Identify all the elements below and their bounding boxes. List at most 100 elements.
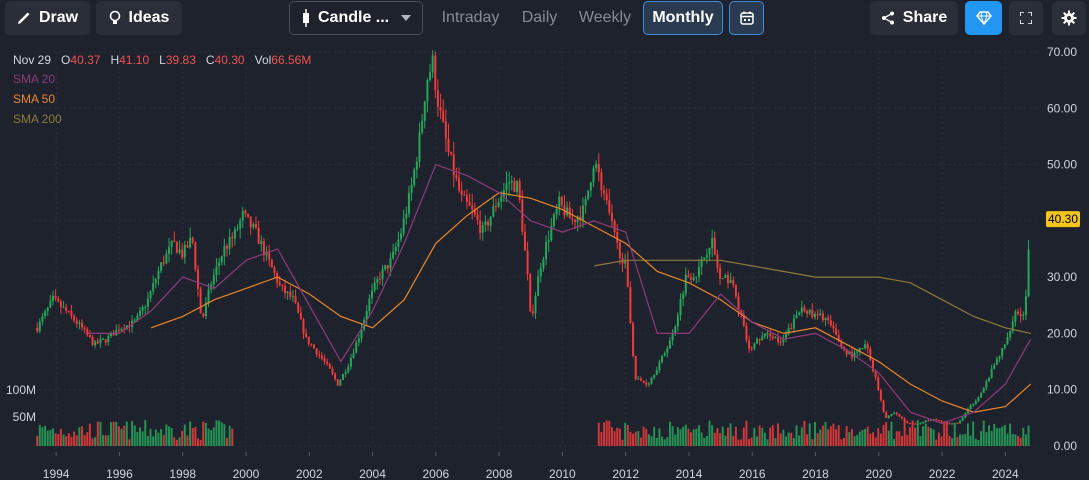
tab-daily[interactable]: Daily [513,1,566,35]
candle-body [616,232,619,243]
volume-bar [197,438,200,446]
candle-body [518,181,521,200]
volume-bar [75,435,78,446]
volume-bar [784,436,787,446]
candle-body [948,423,951,425]
candle-body [990,368,993,379]
volume-bar [740,439,743,446]
volume-bar [753,427,756,446]
candle-body [255,224,258,228]
candle-body [83,327,86,330]
candle-body [505,183,508,190]
volume-bar [774,438,777,446]
volume-bar [73,431,76,446]
volume-bar [170,427,173,446]
volume-bar [199,439,202,446]
y-tick-label: 60.00 [1047,101,1077,115]
premium-button[interactable] [965,1,1002,35]
candle-body [336,379,339,386]
candle-body [455,175,458,178]
candle-body [381,268,384,280]
volume-bar [41,427,44,446]
volume-bar [893,439,896,446]
candle-body [653,374,656,378]
candle-body [666,348,669,353]
volume-bar [724,435,727,446]
candle-body [734,284,737,297]
volume-bar [600,431,603,446]
candle-body [479,220,482,233]
candle-body [360,329,363,339]
volume-bar [49,429,52,446]
price-chart[interactable]: 70.0060.0050.0040.0030.0020.0010.000.00 … [0,36,1089,480]
candle-body [434,55,437,91]
candle-body [299,312,302,320]
volume-bar [959,434,962,446]
candle-body [123,328,126,330]
volume-bar [154,429,157,446]
candle-body [397,239,400,248]
candle-body [318,354,321,356]
volume-bar [980,431,983,446]
candle-body [901,416,904,419]
candle-body [357,338,360,343]
candle-body [874,371,877,378]
settings-button[interactable] [1052,1,1086,35]
candle-body [220,256,223,263]
volume-bar [1009,423,1012,446]
candle-body [286,291,289,294]
candle-body [500,196,503,202]
candle-body [531,311,534,314]
candle-body [850,351,853,358]
candle-body [798,312,801,316]
share-icon [881,11,894,25]
share-button[interactable]: Share [870,1,958,35]
candle-body [400,233,403,240]
candle-body [429,72,432,81]
candle-body [115,329,118,336]
candle-body [247,213,250,217]
candle-body [75,320,78,324]
draw-button[interactable]: Draw [5,1,90,35]
tab-intraday[interactable]: Intraday [432,1,509,35]
candle-body [545,241,548,260]
last-price-tag: 40.30 [1046,211,1080,228]
candle-body [249,216,252,228]
candle-body [284,286,287,294]
candle-body [497,201,500,207]
volume-bar [655,437,658,446]
volume-bar [829,426,832,446]
candle-body [816,314,819,316]
volume-bar [608,420,611,446]
volume-bar [906,434,909,446]
volume-bar [1014,434,1017,446]
y-tick-label: 20.00 [1047,326,1077,340]
candle-body [320,355,323,359]
x-tick-label: 1994 [43,467,70,480]
ideas-button[interactable]: Ideas [96,1,182,35]
candle-body [808,309,811,314]
tab-monthly[interactable]: Monthly [643,1,723,35]
volume-bar [985,432,988,446]
candle-body [719,268,722,279]
fullscreen-button[interactable] [1009,1,1043,35]
volume-bar [1022,427,1025,446]
chart-type-dropdown[interactable]: Candle ... [289,1,423,35]
candle-body [542,259,545,269]
volume-bar [605,420,608,446]
tab-weekly[interactable]: Weekly [572,1,638,35]
calendar-button[interactable] [729,1,764,35]
y-tick-label: 10.00 [1047,383,1077,397]
candle-body [154,279,157,283]
candle-body [458,177,461,191]
volume-bar [175,439,178,446]
candle-body [189,237,192,248]
volume-bar [1019,437,1022,446]
ohlc-date: Nov 29 [13,53,52,67]
candle-body [260,241,263,244]
candle-body [937,420,940,422]
volume-bar [726,427,729,446]
volume-bar [51,428,54,446]
volume-bar [99,421,102,446]
sma-20-line [87,163,1032,425]
